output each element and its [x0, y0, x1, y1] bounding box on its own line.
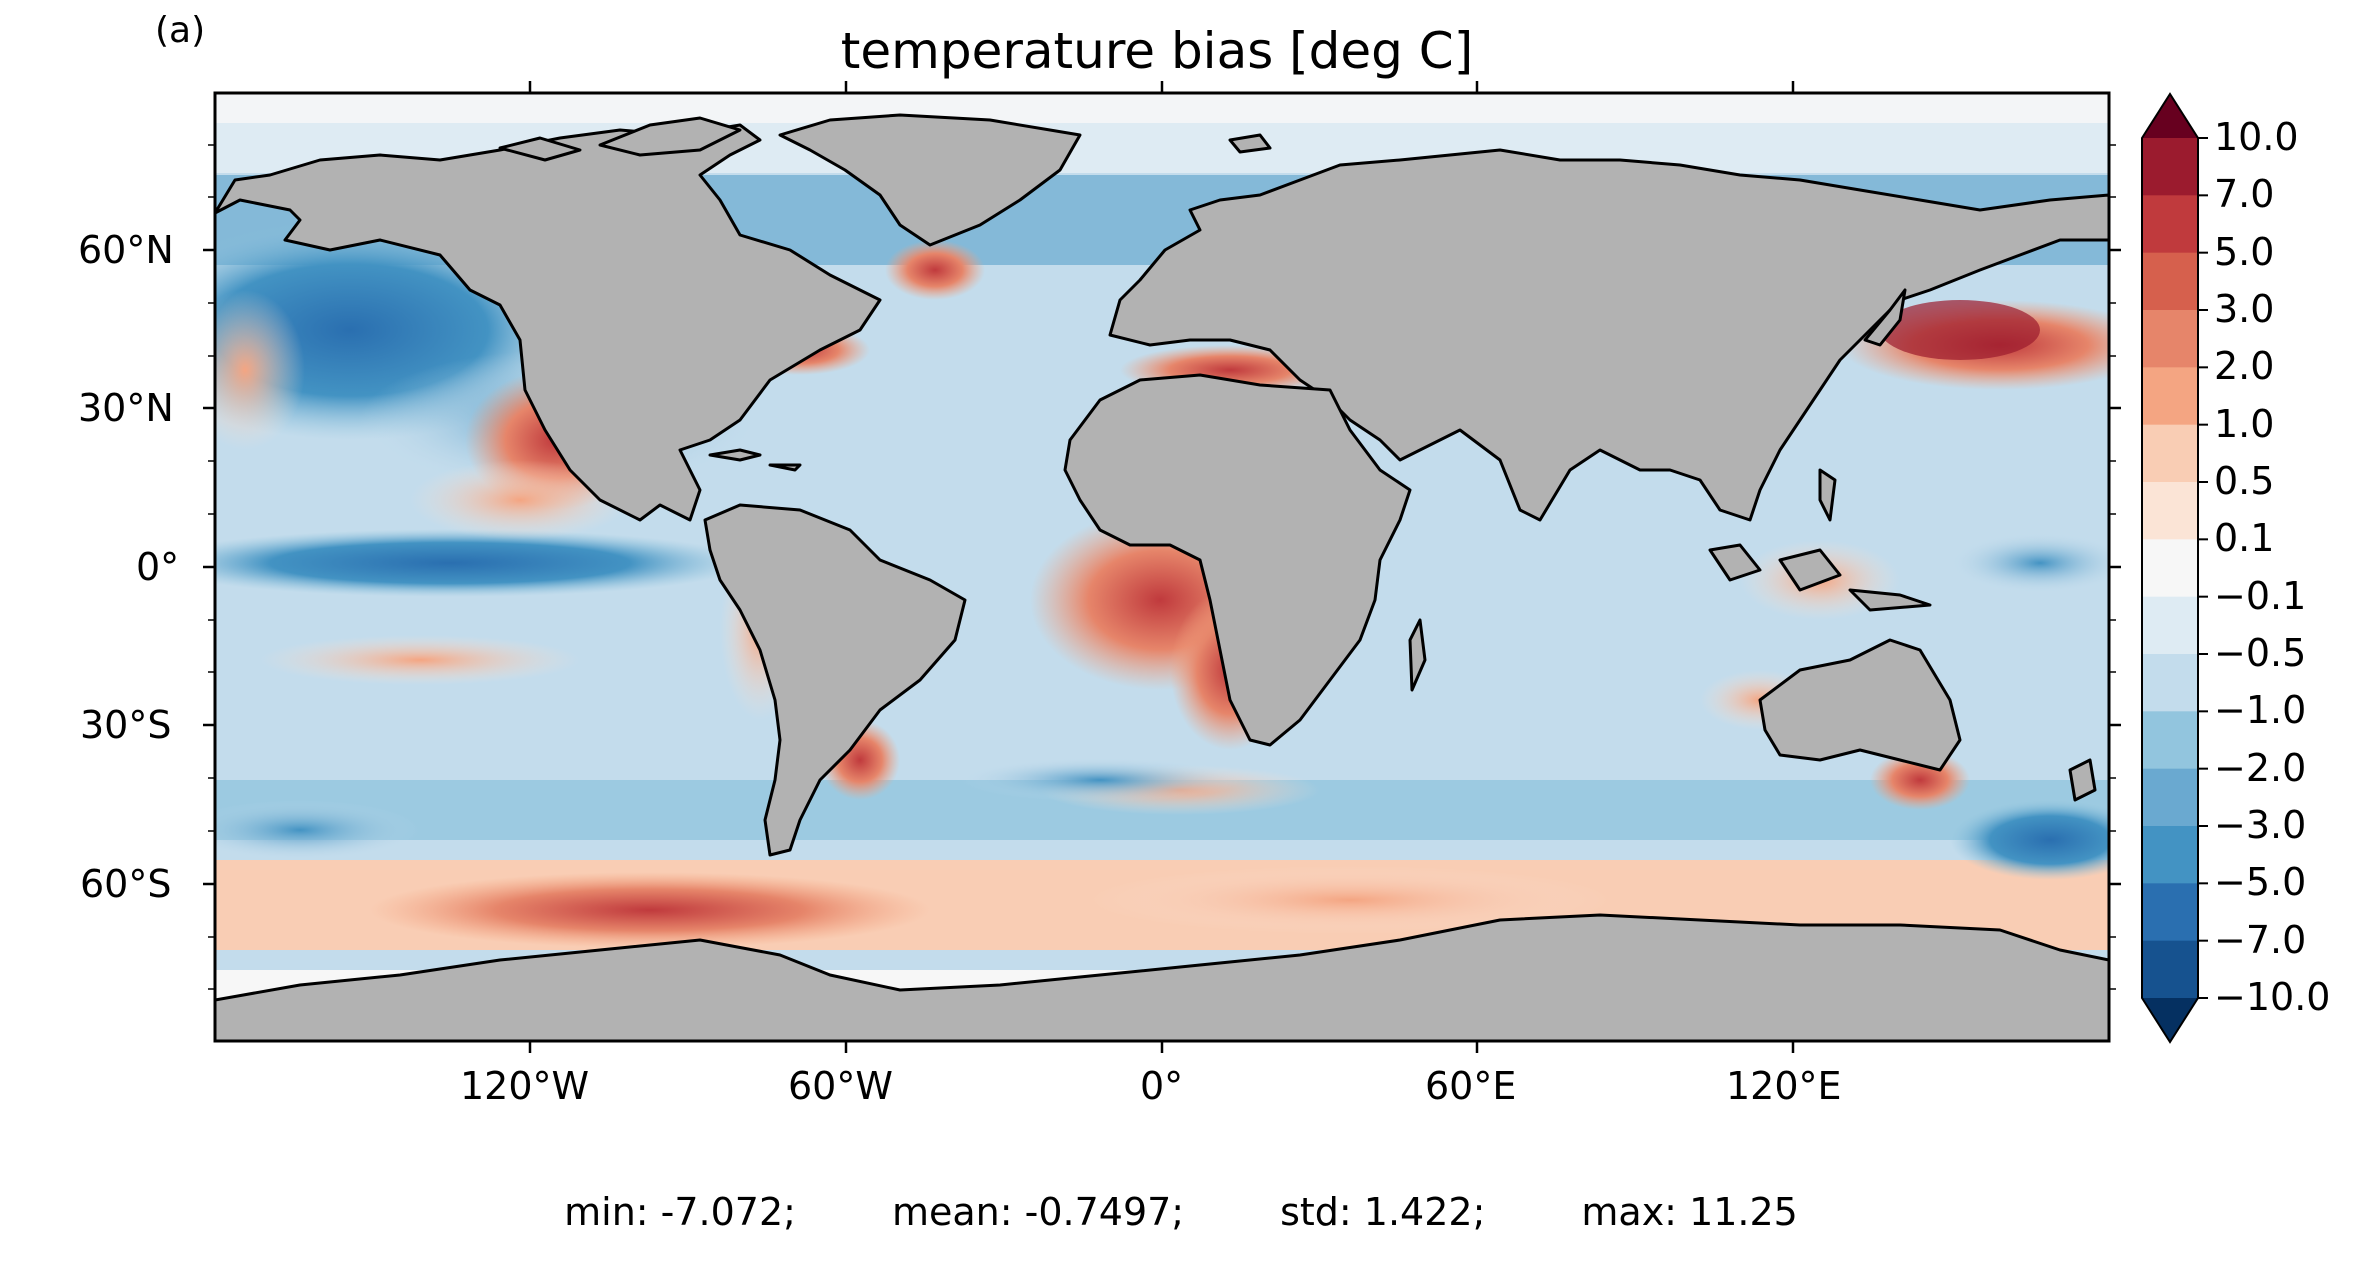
- lon-label-60e: 60°E: [1425, 1064, 1517, 1108]
- colorbar-segment: [2142, 310, 2198, 368]
- stat-min: min: -7.072;: [564, 1190, 796, 1234]
- lon-label-120e: 120°E: [1726, 1064, 1842, 1108]
- colorbar-label: 3.0: [2214, 287, 2275, 331]
- colorbar-segment: [2142, 138, 2198, 196]
- colorbar-label: −3.0: [2214, 803, 2307, 847]
- lon-label-0: 0°: [1140, 1064, 1184, 1108]
- colorbar-segment: [2142, 654, 2198, 712]
- colorbar-label: −0.5: [2214, 631, 2307, 675]
- colorbar-label: 5.0: [2214, 229, 2275, 274]
- colorbar-label: −10.0: [2214, 975, 2331, 1019]
- lon-label-60w: 60°W: [788, 1064, 893, 1108]
- africa: [1063, 373, 1412, 747]
- panel-label: (a): [155, 10, 206, 51]
- colorbar-segment: [2142, 940, 2198, 999]
- colorbar-label: −5.0: [2214, 860, 2307, 905]
- north-america: [215, 123, 882, 522]
- colorbar-segment: [2142, 883, 2198, 942]
- stat-max: max: 11.25: [1581, 1190, 1798, 1234]
- colorbar-segment: [2142, 424, 2198, 483]
- australia: [1758, 638, 1962, 772]
- colorbar-label: 0.1: [2214, 516, 2275, 561]
- lon-label-120w: 120°W: [460, 1064, 590, 1108]
- colorbar-segment: [2142, 768, 2198, 827]
- colorbar-extend-max: [2142, 94, 2198, 138]
- colorbar-label: −0.1: [2214, 573, 2307, 618]
- antarctica: [215, 913, 2109, 1041]
- south-america: [703, 503, 967, 857]
- colorbar-segment: [2142, 195, 2198, 254]
- lat-label-30n: 30°N: [78, 386, 174, 430]
- colorbar-label: −7.0: [2214, 917, 2307, 962]
- stat-mean: mean: -0.7497;: [891, 1190, 1185, 1234]
- map-title: temperature bias [deg C]: [840, 22, 1474, 80]
- axis-ticks: [203, 81, 2121, 1053]
- land-masses: [215, 113, 2109, 1041]
- colorbar-label: 7.0: [2214, 172, 2275, 217]
- colorbar-label: −1.0: [2214, 688, 2307, 733]
- colorbar-label: −2.0: [2214, 745, 2307, 790]
- greenland: [778, 113, 1082, 247]
- colorbar: [2141, 92, 2208, 1044]
- colorbar-segment: [2142, 482, 2198, 540]
- stats-line: min: -7.072; mean: -0.7497; std: 1.422; max…: [0, 1190, 2362, 1234]
- colorbar-segment: [2142, 596, 2198, 655]
- colorbar-segment: [2142, 539, 2198, 598]
- minor-ticks: [208, 144, 2116, 990]
- colorbar-segment: [2142, 711, 2198, 770]
- lat-label-eq: 0°: [136, 545, 180, 589]
- colorbar-label: 2.0: [2214, 344, 2275, 389]
- colorbar-extend-min: [2142, 998, 2198, 1042]
- colorbar-segment: [2142, 826, 2198, 884]
- lat-label-60n: 60°N: [78, 228, 174, 272]
- colorbar-label: 1.0: [2214, 401, 2275, 446]
- colorbar-label: 0.5: [2214, 459, 2275, 503]
- colorbar-segment: [2142, 252, 2198, 311]
- stat-std: std: 1.422;: [1280, 1190, 1486, 1234]
- colorbar-label: 10.0: [2214, 115, 2299, 159]
- lat-label-30s: 30°S: [80, 703, 172, 747]
- lat-label-60s: 60°S: [80, 862, 172, 906]
- colorbar-segment: [2142, 367, 2198, 426]
